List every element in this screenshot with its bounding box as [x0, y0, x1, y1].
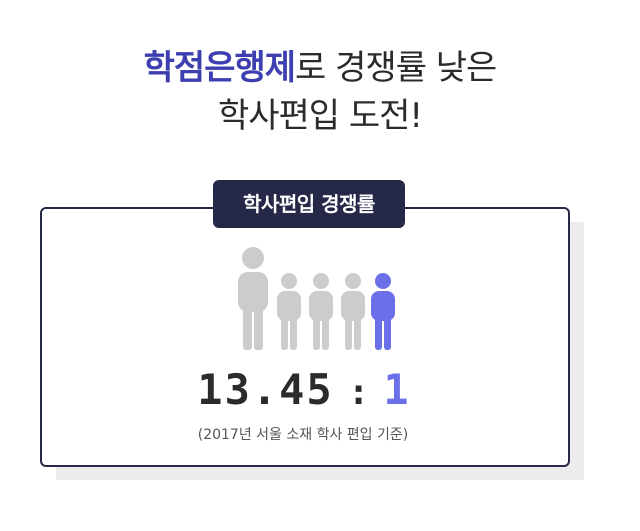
ratio-card	[40, 207, 570, 467]
ratio-display: 13.45:1	[0, 362, 606, 421]
ratio-right: 1	[383, 365, 409, 414]
headline-accent: 학점은행제	[143, 48, 296, 88]
people-illustration	[232, 246, 402, 356]
ratio-left: 13.45	[197, 365, 334, 414]
card-tag: 학사편입 경쟁률	[213, 180, 405, 228]
person-icon	[341, 273, 365, 350]
headline-line-1-rest: 로 경쟁률 낮은	[295, 48, 497, 88]
person-icon	[309, 273, 333, 350]
ratio-note: (2017년 서울 소재 학사 편입 기준)	[197, 427, 409, 443]
headline-line-2: 학사편입 도전!	[217, 96, 423, 136]
person-icon	[238, 247, 268, 350]
headline-line-1: 학점은행제로 경쟁률 낮은	[0, 44, 640, 92]
ratio-separator: :	[347, 372, 370, 413]
headline: 학점은행제로 경쟁률 낮은 학사편입 도전!	[0, 44, 640, 140]
person-icon	[371, 273, 395, 350]
person-icon	[277, 273, 301, 350]
